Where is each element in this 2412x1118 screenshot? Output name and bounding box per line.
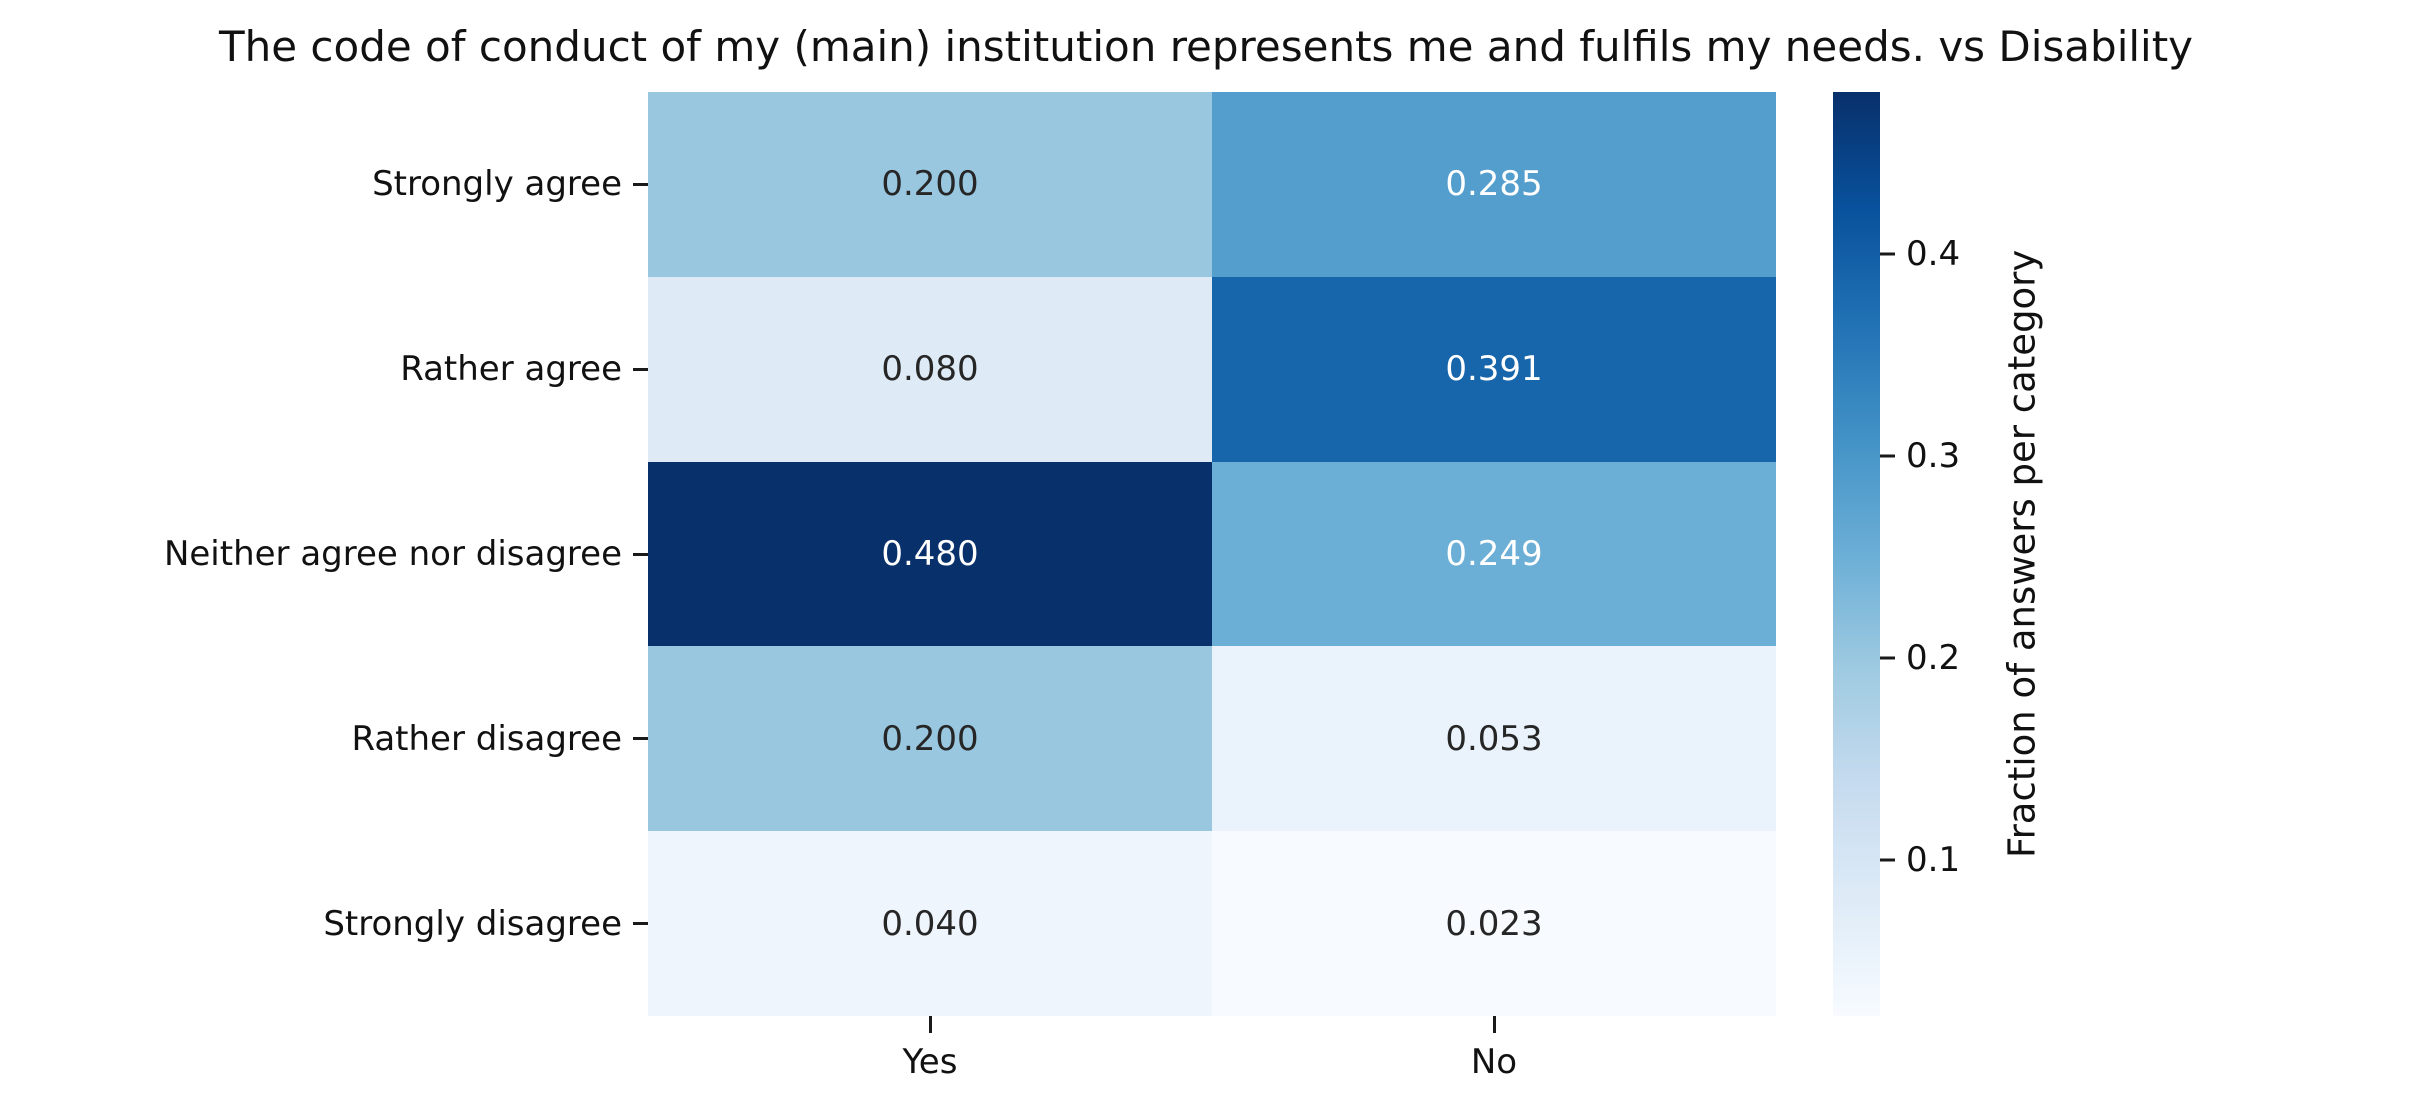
heatmap-cell: 0.200 (648, 646, 1212, 832)
cell-value-label: 0.285 (1445, 164, 1543, 205)
x-tick-mark (928, 1016, 932, 1033)
y-tick-label: Rather agree (400, 349, 622, 390)
cell-value-label: 0.080 (881, 349, 979, 390)
colorbar-tick-mark (1880, 858, 1895, 862)
y-tick-label: Neither agree nor disagree (163, 533, 622, 574)
y-tick-label: Rather disagree (351, 718, 622, 759)
heatmap-cell: 0.200 (648, 92, 1212, 277)
heatmap-cell: 0.480 (648, 461, 1212, 647)
heatmap-cell: 0.080 (648, 276, 1212, 462)
colorbar-tick-mark (1880, 656, 1895, 660)
cell-value-label: 0.249 (1445, 533, 1543, 574)
y-tick-label: Strongly disagree (323, 903, 622, 944)
y-tick-mark (633, 182, 648, 186)
y-tick-mark (633, 367, 648, 371)
heatmap-cell: 0.391 (1212, 276, 1776, 462)
colorbar-tick-mark (1880, 454, 1895, 458)
y-axis-labels: Strongly agree Rather agree Neither agree … (0, 92, 622, 1016)
x-tick-label: Yes (902, 1042, 958, 1082)
heatmap-cell: 0.053 (1212, 646, 1776, 832)
cell-value-label: 0.200 (881, 164, 979, 205)
cell-value-label: 0.391 (1445, 349, 1543, 390)
y-tick-mark (633, 922, 648, 926)
colorbar-tick-mark (1880, 252, 1895, 256)
y-tick-mark (633, 737, 648, 741)
heatmap-grid: 0.200 0.285 0.080 0.391 0.480 0.249 0.200 0.053… (648, 92, 1776, 1016)
x-tick-label: No (1470, 1042, 1518, 1082)
colorbar-axis-label: Fraction of answers per category (2000, 249, 2044, 859)
cell-value-label: 0.480 (881, 533, 979, 574)
heatmap-cell: 0.249 (1212, 461, 1776, 647)
colorbar-tick-label: 0.4 (1906, 233, 1961, 274)
colorbar-tick-label: 0.1 (1906, 840, 1961, 881)
cell-value-label: 0.053 (1445, 718, 1543, 759)
x-tick-mark (1492, 1016, 1496, 1033)
cell-value-label: 0.023 (1445, 903, 1543, 944)
y-tick-label: Strongly agree (372, 164, 622, 205)
chart-title: The code of conduct of my (main) institu… (218, 22, 2194, 71)
heatmap-cell: 0.285 (1212, 92, 1776, 277)
colorbar-tick-label: 0.3 (1906, 435, 1961, 476)
colorbar-tick-label: 0.2 (1906, 638, 1961, 679)
cell-value-label: 0.200 (881, 718, 979, 759)
colorbar-gradient (1833, 92, 1880, 1016)
heatmap-cell: 0.023 (1212, 831, 1776, 1016)
y-tick-mark (633, 552, 648, 556)
cell-value-label: 0.040 (881, 903, 979, 944)
heatmap-cell: 0.040 (648, 831, 1212, 1016)
